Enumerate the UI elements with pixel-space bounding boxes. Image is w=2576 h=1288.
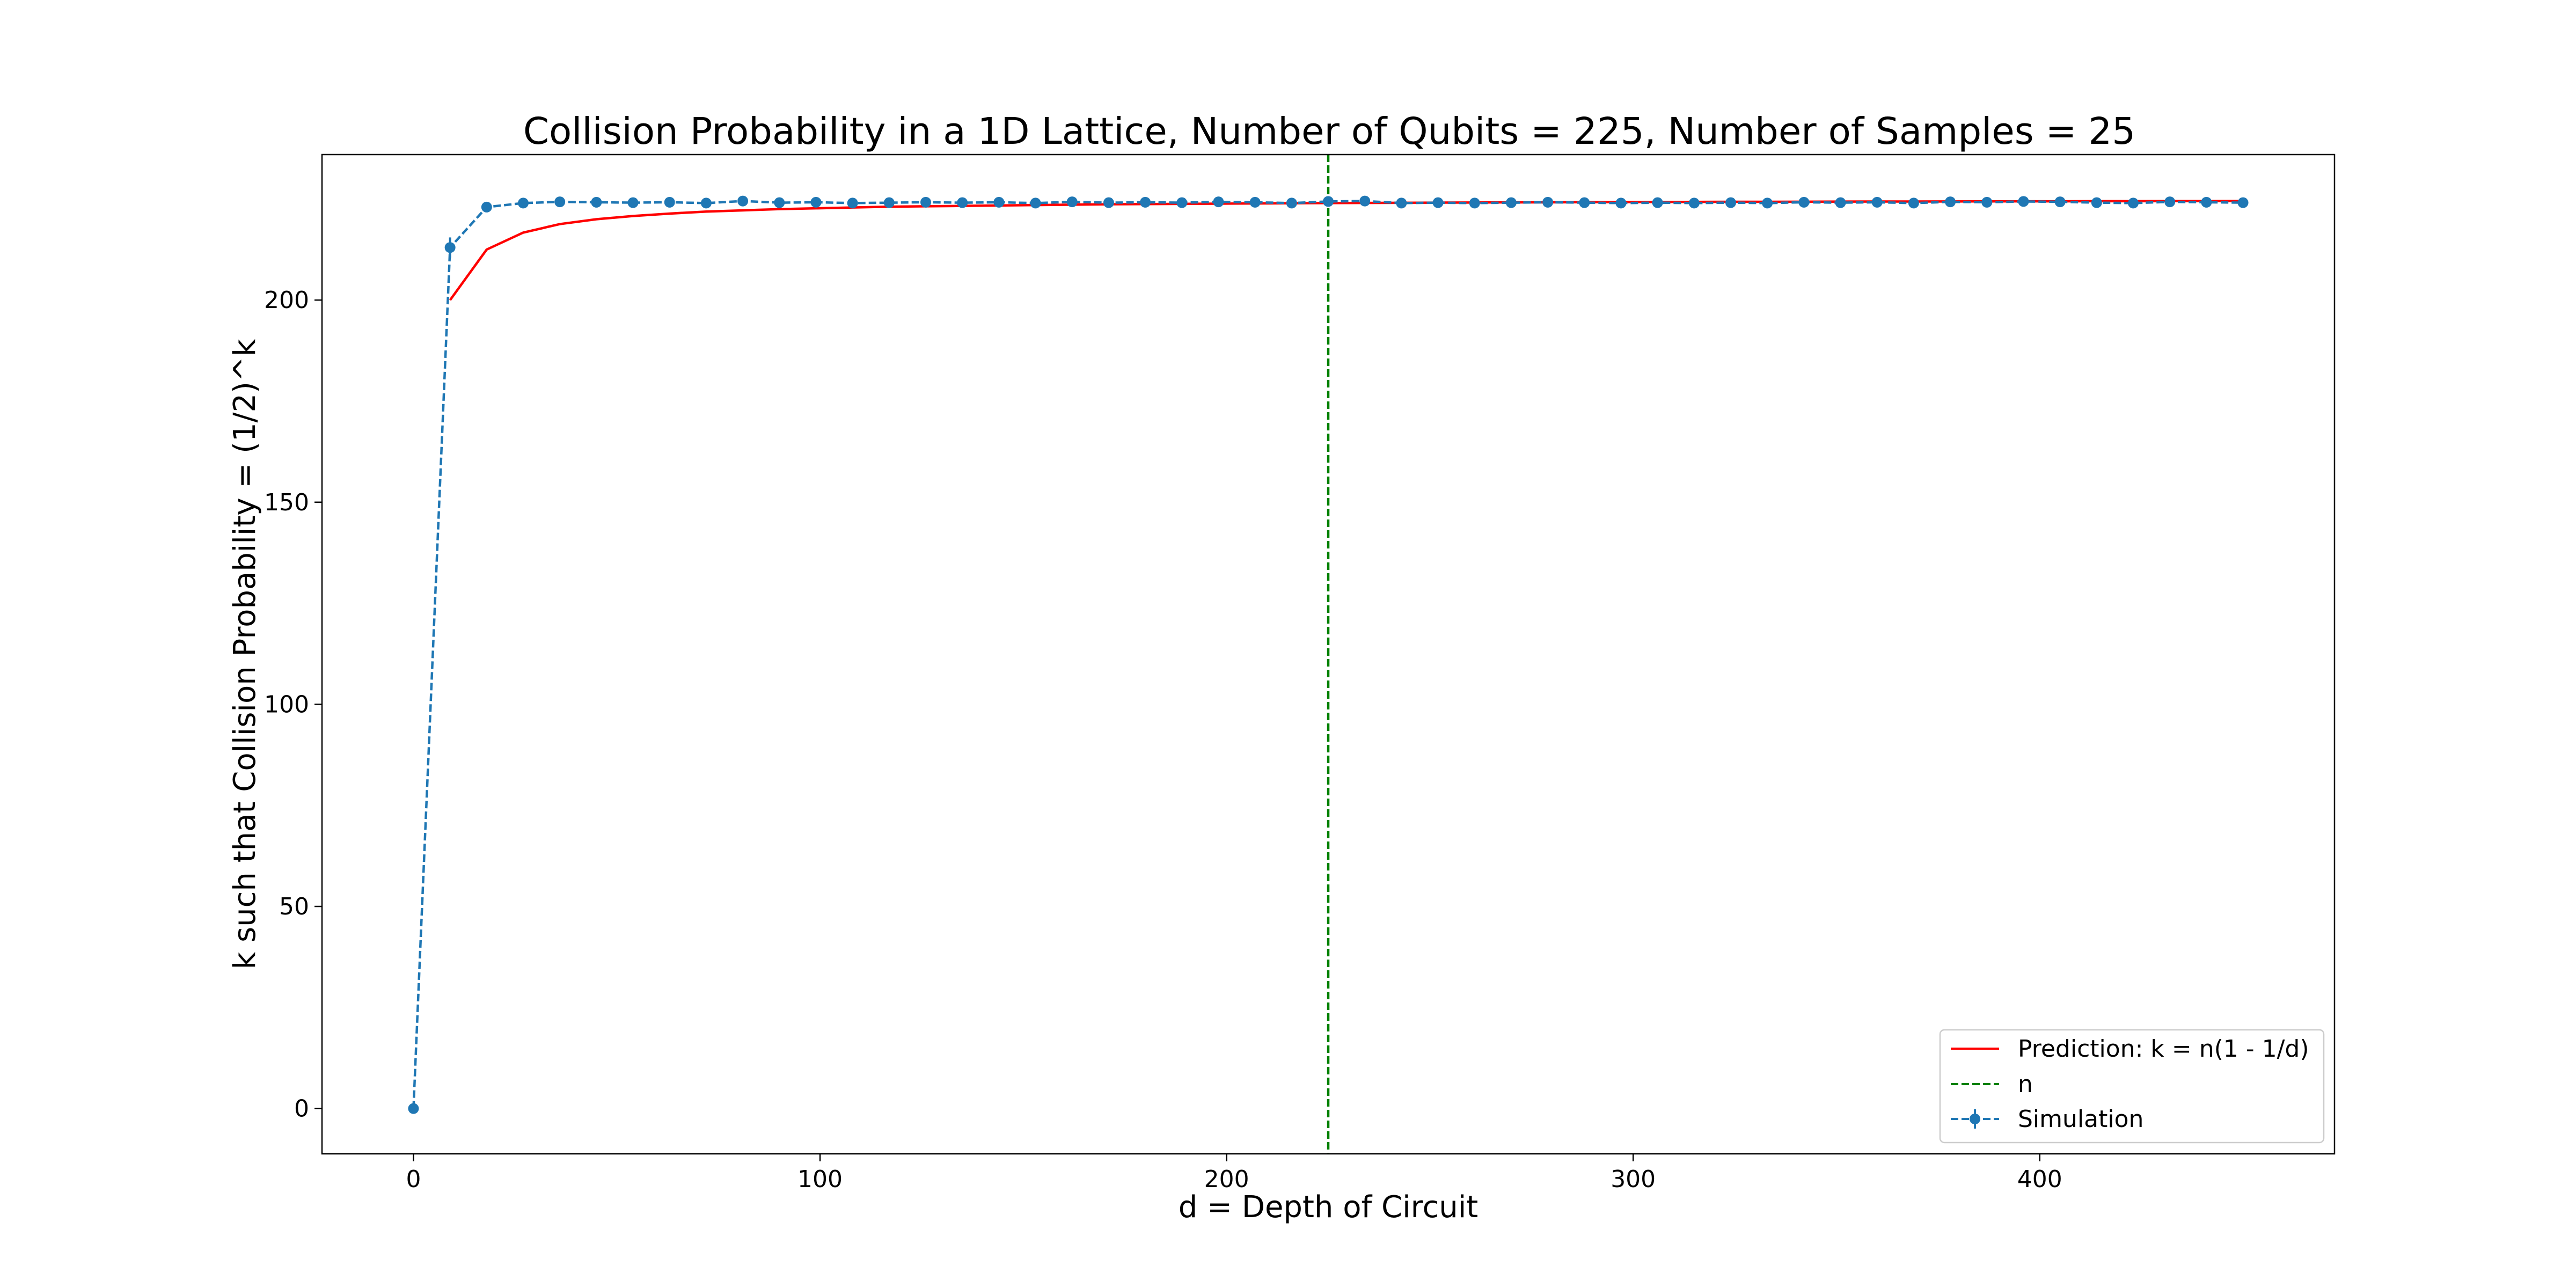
simulation-point [993,196,1005,208]
simulation-point [408,1103,419,1114]
simulation-point [444,242,456,253]
plot-frame [321,153,2336,1155]
simulation-point [1725,197,1736,208]
simulation-point [1871,196,1883,208]
y-axis-label: k such that Collision Probability = (1/2… [228,339,262,969]
simulation-point [1505,197,1517,208]
simulation-point [2237,197,2249,208]
simulation-point [2164,196,2176,208]
simulation-point [847,197,858,209]
simulation-point [737,195,749,207]
simulation-point [1652,197,1663,208]
simulation-point [518,197,529,209]
simulation-point [554,196,566,208]
x-tick-label: 0 [406,1166,421,1193]
x-tick-label: 300 [1611,1166,1656,1193]
simulation-point [1762,197,1773,209]
y-tick-label: 100 [264,691,309,718]
simulation-point [700,197,712,209]
simulation-point [774,197,785,208]
legend: Prediction: k = n(1 - 1/d) n Simulation [1939,1029,2325,1144]
simulation-point [664,196,675,208]
legend-simulation-label: Simulation [2018,1106,2143,1133]
simulation-point [1213,196,1224,208]
y-tick-label: 50 [279,893,309,920]
simulation-point [1798,196,1810,208]
simulation-point [1030,197,1041,209]
y-tick-label: 150 [264,489,309,516]
legend-simulation-marker [1970,1114,1980,1124]
simulation-point [1176,197,1188,208]
simulation-point [2201,196,2212,208]
x-axis: 0 100 200 300 400 [406,1154,2062,1193]
simulation-point [1286,197,1297,209]
simulation-point [1835,197,1846,208]
simulation-point [1615,197,1627,209]
x-tick-label: 200 [1204,1166,1249,1193]
simulation-point [2128,197,2139,209]
simulation-point [1066,196,1078,208]
simulation-point [1981,196,1993,208]
simulation-point [1469,197,1480,209]
x-axis-label: d = Depth of Circuit [1179,1190,1478,1225]
simulation-point [810,196,822,208]
x-tick-label: 100 [797,1166,843,1193]
simulation-point [627,197,639,208]
simulation-point [1579,197,1590,208]
chart-title: Collision Probability in a 1D Lattice, N… [523,110,2135,153]
simulation-point [920,196,931,208]
simulation-point [591,196,602,208]
simulation-point [1140,196,1151,208]
simulation-point [1103,197,1114,208]
simulation-point [1432,197,1444,208]
simulation-point [883,197,895,208]
simulation-point [1323,196,1334,207]
legend-prediction-label: Prediction: k = n(1 - 1/d) [2018,1035,2309,1063]
x-tick-label: 400 [2017,1166,2062,1193]
simulation-point [2054,196,2066,208]
simulation-point [957,197,968,208]
simulation-point [481,201,492,213]
simulation-point [1249,196,1261,208]
simulation-point [1688,197,1700,209]
simulation-line [412,200,2243,1109]
y-tick-label: 0 [294,1095,309,1123]
y-axis: 0 50 100 150 200 [264,287,322,1123]
simulation-point [1396,197,1407,209]
simulation-point [2091,197,2102,208]
simulation-point [1542,196,1554,208]
legend-box [1939,1029,2325,1144]
legend-n-label: n [2018,1071,2033,1098]
plot-area [408,155,2249,1154]
y-tick-label: 200 [264,287,309,314]
simulation-point [1908,197,1919,209]
simulation-point [1359,195,1371,207]
simulation-point [2018,196,2029,207]
simulation-point [1945,196,1956,208]
